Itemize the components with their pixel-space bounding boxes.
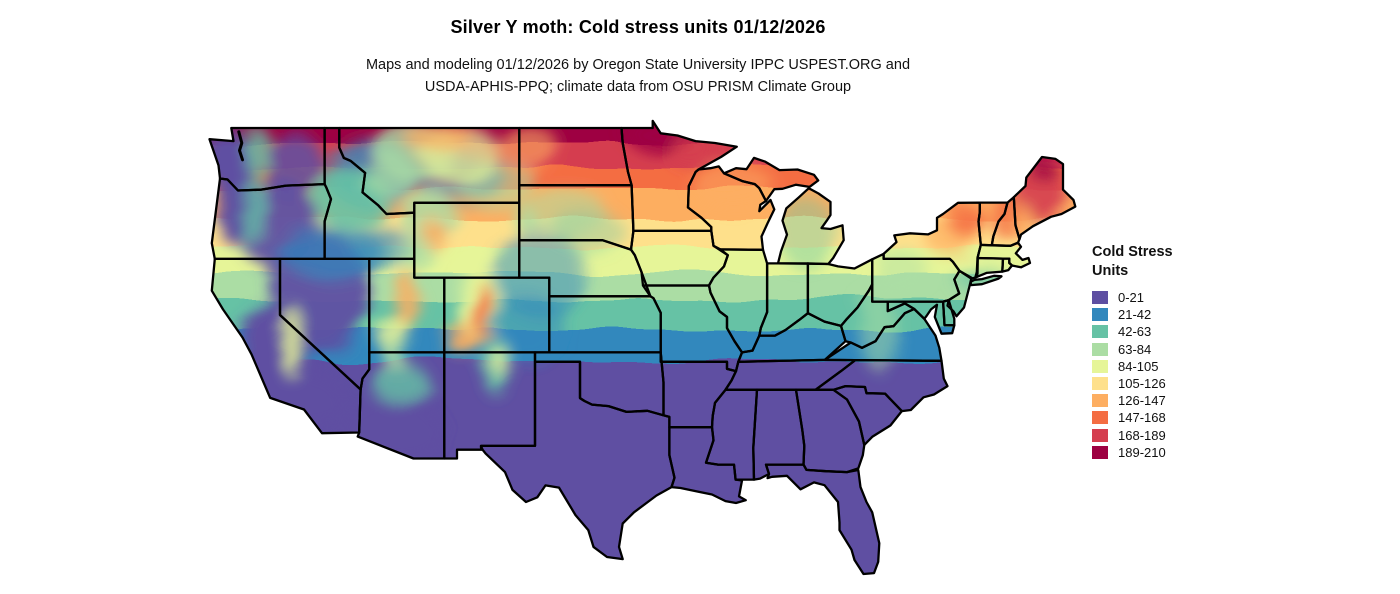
legend-title: Cold Stress Units [1092, 243, 1282, 281]
legend-bin-label: 21-42 [1118, 307, 1152, 323]
legend-swatch [1092, 445, 1108, 459]
state-border [1012, 155, 1077, 241]
legend-bin-label: 84-105 [1118, 358, 1159, 374]
state-border [969, 274, 1003, 287]
state-border [518, 239, 652, 298]
legend: Cold Stress Units 0-21 21-42 42-63 63-84 84-… [1092, 243, 1282, 461]
chart-title: Silver Y moth: Cold stress units 01/12/2… [450, 17, 826, 37]
state-border [764, 463, 881, 576]
legend-bin-label: 105-126 [1118, 376, 1166, 392]
legend-item: 63-84 [1092, 341, 1282, 358]
chart-subtitle-line1: Maps and modeling 01/12/2026 by Oregon S… [365, 57, 911, 73]
legend-swatch [1092, 394, 1108, 408]
legend-bin-label: 147-168 [1118, 410, 1166, 426]
puget-sound [237, 130, 244, 162]
us-cold-stress-map [202, 114, 1078, 592]
legend-bin-label: 63-84 [1118, 341, 1152, 357]
legend-swatch [1092, 308, 1108, 322]
legend-swatch [1092, 359, 1108, 373]
state-border [722, 156, 820, 203]
legend-swatch [1092, 291, 1108, 305]
legend-item: 84-105 [1092, 358, 1282, 375]
legend-swatch [1092, 342, 1108, 356]
state-border [686, 165, 776, 251]
legend-item: 189-210 [1092, 444, 1282, 461]
legend-bin-label: 189-210 [1118, 444, 1166, 460]
chart-header: Silver Y moth: Cold stress units 01/12/2… [0, 16, 1276, 98]
legend-swatch [1092, 428, 1108, 442]
chart-subtitle-line2: USDA-APHIS-PPQ; climate data from OSU PR… [424, 79, 852, 95]
legend-items: 0-21 21-42 42-63 63-84 84-105 105-126 126-147 1… [1092, 289, 1282, 461]
legend-bin-label: 126-147 [1118, 393, 1166, 409]
legend-item: 147-168 [1092, 409, 1282, 426]
legend-item: 0-21 [1092, 289, 1282, 306]
legend-swatch [1092, 377, 1108, 391]
legend-bin-label: 0-21 [1118, 290, 1145, 306]
legend-title-line1: Cold Stress [1092, 244, 1173, 260]
legend-item: 21-42 [1092, 306, 1282, 323]
legend-item: 126-147 [1092, 392, 1282, 409]
legend-bin-label: 168-189 [1118, 427, 1166, 443]
legend-bin-label: 42-63 [1118, 324, 1152, 340]
legend-item: 105-126 [1092, 375, 1282, 392]
map-svg [208, 119, 1077, 576]
state-border [776, 187, 845, 266]
legend-swatch [1092, 411, 1108, 425]
legend-item: 168-189 [1092, 427, 1282, 444]
legend-item: 42-63 [1092, 323, 1282, 340]
state-border [479, 360, 676, 561]
state-borders [208, 119, 1077, 576]
legend-swatch [1092, 325, 1108, 339]
legend-title-line2: Units [1092, 263, 1129, 279]
